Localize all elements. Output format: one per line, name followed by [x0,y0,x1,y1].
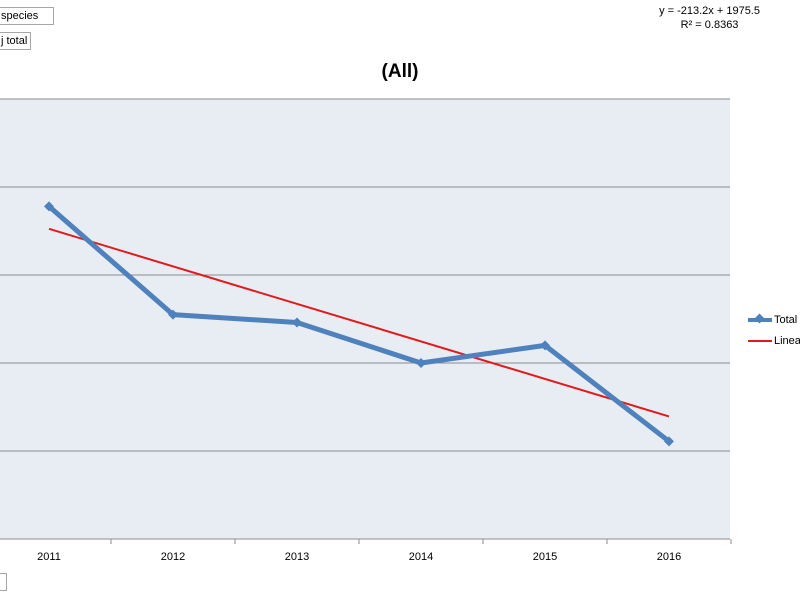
series-layer [44,201,674,447]
legend-item-linear: Linear [748,334,800,348]
x-tick-label: 2016 [657,551,681,563]
trendline-equation-text: y = -213.2x + 1975.5 [659,5,760,17]
total-filter-label: j total [1,35,28,47]
species-filter-label: species [1,10,39,22]
data-point-total [168,309,178,320]
x-axis: 2011 2012 2013 2014 2015 2016 [0,538,732,563]
species-filter-field[interactable]: species [0,7,54,25]
plot-area [0,99,730,539]
x-tick-label: 2015 [533,551,557,563]
data-point-total [416,358,426,368]
legend-swatch-total [748,318,772,323]
legend-label-total: Total [774,314,798,326]
trendline-layer [48,227,670,418]
series-line-total [46,203,672,444]
data-point-total [664,436,674,447]
total-filter-field[interactable]: j total [0,32,31,50]
data-point-total [292,317,302,328]
legend-label-linear: Linear [774,335,800,347]
data-point-total [540,340,550,351]
x-tick-label: 2012 [161,551,185,563]
legend-swatch-linear [748,340,772,343]
bottom-filter-field[interactable] [0,573,7,591]
x-tick-label: 2014 [409,551,433,563]
trendline-linear [48,227,670,418]
trendline-equation: y = -213.2x + 1975.5 R² = 0.8363 [659,4,760,32]
trendline-r-squared: R² = 0.8363 [680,19,739,31]
gridlines [0,98,730,452]
chart-title: (All) [381,61,419,82]
legend-item-total: Total [748,313,797,327]
x-tick-label: 2011 [37,551,61,563]
x-tick-label: 2013 [285,551,309,563]
data-point-total [44,201,54,212]
